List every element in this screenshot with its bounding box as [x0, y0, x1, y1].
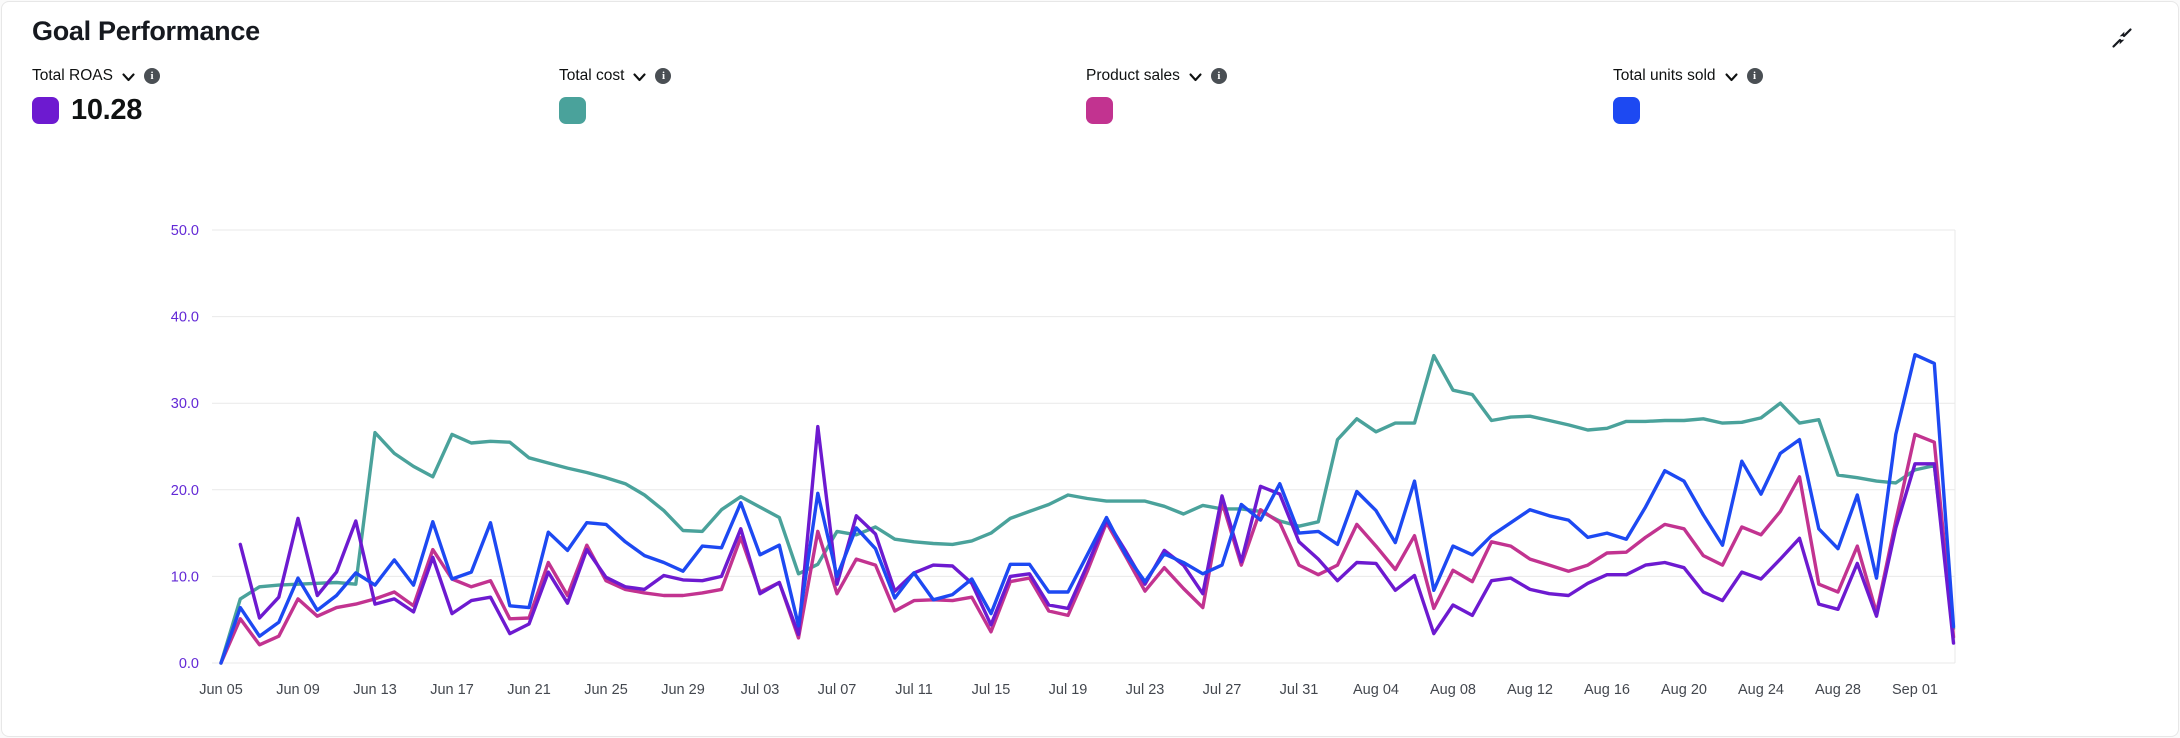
- info-icon[interactable]: i: [143, 68, 160, 84]
- collapse-panel-button[interactable]: [2110, 26, 2134, 50]
- series-color-swatch: [559, 96, 586, 124]
- x-tick-label: Aug 16: [1584, 682, 1630, 698]
- x-tick-label: Jul 15: [972, 682, 1011, 698]
- metric-dropdown-total-roas[interactable]: Total ROAS i: [32, 64, 559, 88]
- series-color-swatch: [32, 96, 59, 124]
- metric-total-roas: Total ROAS i 10.28: [32, 64, 559, 126]
- metric-total-units-sold: Total units sold i: [1613, 64, 2140, 125]
- metric-label: Total units sold: [1613, 67, 1716, 84]
- y-tick-label: 40.0: [171, 310, 199, 326]
- metric-product-sales: Product sales i: [1086, 64, 1613, 125]
- info-icon[interactable]: i: [655, 68, 672, 84]
- metric-value-row: [559, 95, 1086, 125]
- chevron-down-icon: [1189, 72, 1202, 81]
- x-tick-label: Aug 28: [1815, 682, 1861, 698]
- y-tick-label: 20.0: [171, 483, 199, 499]
- metric-value-row: [1613, 95, 2140, 125]
- chevron-down-icon: [633, 72, 647, 81]
- y-tick-label: 0.0: [179, 656, 199, 672]
- metric-value-row: 10.28: [32, 93, 559, 126]
- x-tick-label: Jun 13: [353, 682, 397, 698]
- info-icon[interactable]: i: [1746, 68, 1763, 84]
- series-color-swatch: [1086, 96, 1113, 124]
- metric-total-cost: Total cost i: [559, 64, 1086, 125]
- series-line-total-roas: [238, 424, 1956, 645]
- x-tick-label: Jul 19: [1049, 682, 1088, 698]
- y-gridlines: [212, 229, 1956, 664]
- x-axis-labels: Jun 05 Jun 09 Jun 13 Jun 17 Jun 21 Jun 25 Jun …: [199, 682, 1938, 698]
- x-tick-label: Jul 23: [1126, 682, 1165, 698]
- x-tick-label: Jun 17: [430, 682, 474, 698]
- x-tick-label: Sep 01: [1892, 682, 1938, 698]
- x-tick-label: Jun 09: [276, 682, 320, 698]
- x-tick-label: Aug 24: [1738, 682, 1784, 698]
- series-line-total-cost: [219, 353, 1956, 665]
- metric-value-row: [1086, 95, 1613, 125]
- x-tick-label: Aug 20: [1661, 682, 1707, 698]
- metric-label: Total ROAS: [32, 67, 113, 84]
- info-icon[interactable]: i: [1210, 68, 1227, 84]
- y-axis-labels: 0.0 10.0 20.0 30.0 40.0 50.0: [171, 223, 199, 672]
- metric-selectors: Total ROAS i 10.28 Total cost i Produ: [32, 64, 2178, 126]
- x-tick-label: Jun 05: [199, 682, 243, 698]
- metric-dropdown-total-units-sold[interactable]: Total units sold i: [1613, 64, 2140, 88]
- series-line-total-units-sold: [219, 353, 1956, 665]
- x-tick-label: Aug 08: [1430, 682, 1476, 698]
- y-tick-label: 10.0: [171, 569, 199, 585]
- page-title: Goal Performance: [32, 16, 260, 46]
- x-tick-label: Jun 25: [584, 682, 628, 698]
- x-tick-label: Jun 21: [507, 682, 551, 698]
- metric-label: Total cost: [559, 67, 625, 84]
- metric-label: Product sales: [1086, 67, 1180, 84]
- x-tick-label: Jul 03: [741, 682, 780, 698]
- x-tick-label: Jul 31: [1280, 682, 1319, 698]
- chevron-down-icon: [1724, 72, 1738, 81]
- metric-dropdown-product-sales[interactable]: Product sales i: [1086, 64, 1613, 88]
- x-tick-label: Aug 12: [1507, 682, 1553, 698]
- chevron-down-icon: [122, 72, 135, 81]
- metric-value: 10.28: [71, 93, 143, 126]
- y-tick-label: 50.0: [171, 223, 199, 239]
- x-tick-label: Jun 29: [661, 682, 705, 698]
- x-tick-label: Aug 04: [1353, 682, 1399, 698]
- series-color-swatch: [1613, 96, 1640, 124]
- y-tick-label: 30.0: [171, 396, 199, 412]
- metric-dropdown-total-cost[interactable]: Total cost i: [559, 64, 1086, 88]
- x-tick-label: Jul 11: [895, 682, 933, 698]
- collapse-arrows-icon: [2112, 28, 2132, 48]
- series-line-product-sales: [219, 432, 1956, 665]
- x-tick-label: Jul 27: [1203, 682, 1242, 698]
- x-tick-label: Jul 07: [818, 682, 857, 698]
